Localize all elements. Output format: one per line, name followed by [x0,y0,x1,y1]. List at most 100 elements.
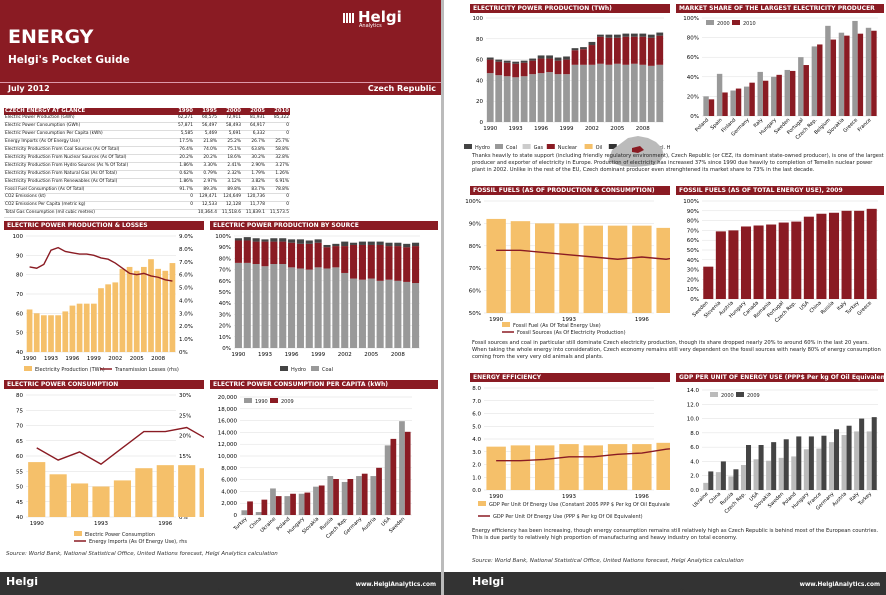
glance-value: 30.2% [242,154,266,163]
glance-value: 124,649 [218,193,242,203]
glance-value: 32.8% [266,154,290,163]
bar [828,442,834,490]
stacked-bar [323,247,331,269]
stacked-bar [563,74,570,122]
legend-swatch [584,144,593,149]
x-tick-label: 2008 [636,126,650,132]
stacked-bar [305,243,313,270]
bar [141,266,147,352]
bar [83,303,90,352]
footer-url[interactable]: www.HelgiAnalytics.com [799,582,880,588]
legend-label: 2000 [721,393,734,399]
glance-value: 6.91% [266,178,290,187]
x-tick-label: 2005 [610,126,624,132]
footer-url[interactable]: www.HelgiAnalytics.com [355,582,436,588]
page-title: ENERGY [8,26,94,48]
legend-label: Energy Imports (As Of Energy Use), rhs [89,539,187,545]
stacked-bar [546,58,553,73]
stacked-bar [486,57,494,60]
y-tick-label: 16,000 [218,419,238,425]
bar [347,479,354,515]
stacked-bar [512,77,520,122]
stacked-bar [613,37,621,64]
stacked-bar [571,64,579,122]
y2-tick-label: 20% [179,434,191,440]
bar [33,313,40,352]
bar [370,476,377,515]
glance-row: Electricity Production From Natural Gas … [4,170,290,179]
x-tick-label: 1996 [65,356,79,362]
stacked-bar [288,267,296,348]
y-tick-label: 18,000 [218,407,238,413]
stacked-bar [270,238,278,242]
bar [318,485,325,515]
bar [841,435,847,490]
bar [112,282,119,352]
y-tick-label: 14,000 [218,430,238,436]
bar [535,445,555,490]
y-tick-label: 12.0 [687,402,700,408]
bar [733,469,739,490]
footer-bar: Helgi www.HelgiAnalytics.com [0,572,442,595]
stacked-bar [656,35,664,65]
glance-label: Electricity Production From Coal Sources… [4,146,170,155]
footer-logo: Helgi [472,575,505,588]
stacked-bar [296,243,304,269]
bar [333,479,339,515]
stacked-bar [296,239,304,244]
bar [486,218,506,313]
glance-value: 12,533 [194,201,218,211]
glance-row: Electric Power Consumption (GWh) 57,871 56… [4,122,290,131]
y-tick-label: 70 [16,424,23,430]
bar [632,444,652,490]
page-number: 1 [217,588,221,595]
series-line [29,246,173,282]
bar [708,99,715,116]
x-tick-label: 2002 [108,356,122,362]
year-head: 1990 [170,108,194,115]
stacked-bar [622,33,630,37]
x-tick-label: 2005 [364,352,378,358]
bar [313,486,319,515]
x-tick-label: 1993 [509,126,523,132]
x-tick-label: USA [799,300,811,312]
stacked-bar [554,60,562,75]
stacked-bar [563,56,570,60]
glance-value: 11,573.5 [266,209,290,219]
glance-value: 81,931 [242,114,266,123]
stacked-bar [622,64,630,122]
footer-bar: Helgi www.HelgiAnalytics.com [444,572,886,595]
bar [270,488,276,515]
bar [290,493,296,515]
glance-value: 89.8% [218,186,242,195]
y-tick-label: 50 [16,331,23,337]
stacked-bar [288,239,296,243]
stacked-bar [270,241,278,264]
glance-value: 64,917 [242,122,266,131]
bar [361,473,368,515]
x-tick-label: 1990 [489,494,503,500]
stacked-bar [341,272,349,348]
legend-swatch [464,144,472,149]
bar [261,499,268,515]
stacked-bar [588,45,596,65]
y-tick-label: 80% [219,256,231,262]
stacked-bar [605,64,613,122]
page-1: Helgi Analytics ENERGY Helgi's Pocket Gui… [0,0,442,595]
x-tick-label: Greece [842,117,859,134]
bar [834,429,840,490]
bar [757,71,763,116]
y-tick-label: 20,000 [218,395,238,401]
bar [113,480,131,517]
year-head: 1995 [194,108,218,115]
bar [783,439,789,490]
stacked-bar [412,283,420,348]
bar [838,32,845,117]
glance-row: Electricity Production From Coal Sources… [4,146,290,155]
chart-gdp: 0.02.04.06.08.010.012.014.0UkraineChinaR… [687,388,878,515]
y-tick-label: 12,000 [218,442,238,448]
stacked-bar [605,37,613,65]
x-tick-label: Austria [361,516,378,533]
bar [790,70,796,116]
y-tick-label: 60% [219,279,231,285]
